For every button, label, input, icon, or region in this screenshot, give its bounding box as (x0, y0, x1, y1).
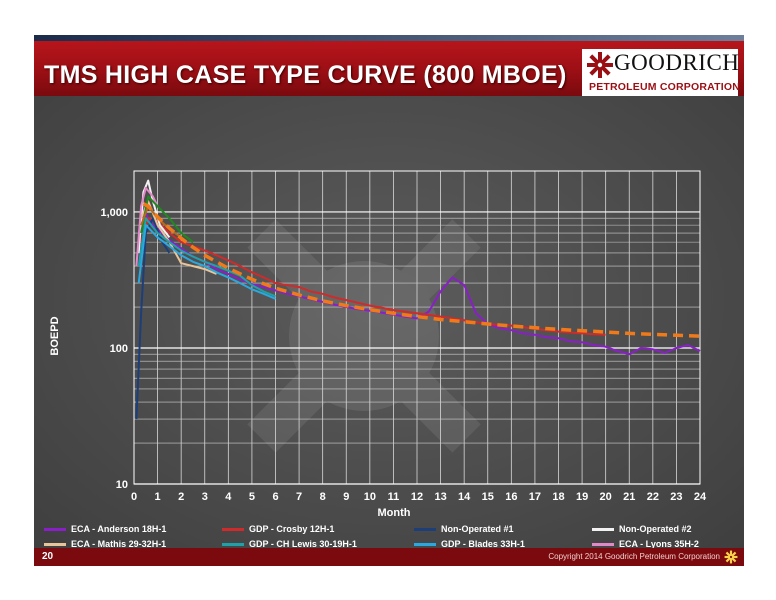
legend-swatch (414, 542, 436, 546)
legend-label: GDP - Crosby 12H-1 (249, 524, 335, 534)
top-accent-bar (34, 35, 744, 41)
series-line (135, 217, 171, 420)
x-tick-label: 15 (482, 491, 494, 503)
legend-swatch (44, 527, 66, 531)
x-tick-label: 0 (131, 491, 137, 503)
legend-swatch (414, 527, 436, 531)
footer-gear-icon (724, 550, 738, 564)
series-line (140, 195, 194, 243)
logo-name-top: GOODRICH (614, 50, 740, 75)
title-bar: TMS HIGH CASE TYPE CURVE (800 MBOE) GOOD… (34, 41, 744, 97)
chart-panel: 0 1 2 3 4 5 6 7 8 9 10 11 12 13 14 15 16 17 18 19 20 21 22 23 24… (34, 96, 744, 564)
x-tick-label: 13 (434, 491, 446, 503)
y-axis-title: BOEPD (49, 316, 61, 355)
series-line (137, 217, 276, 298)
legend-swatch (592, 527, 614, 531)
x-tick-label: 10 (364, 491, 376, 503)
legend-label: Non-Operated #2 (619, 524, 692, 534)
series-line (135, 187, 159, 267)
legend-swatch (592, 542, 614, 546)
x-tick-label: 16 (505, 491, 517, 503)
chart: 0 1 2 3 4 5 6 7 8 9 10 11 12 13 14 15 16 17 18 19 20 21 22 23 24… (49, 170, 707, 516)
slide: TMS HIGH CASE TYPE CURVE (800 MBOE) GOOD… (34, 35, 744, 566)
legend-item: ECA - Mathis 29-32H-1 (44, 537, 166, 551)
x-tick-label: 19 (576, 491, 588, 503)
copyright-text: Copyright 2014 Goodrich Petroleum Corpor… (548, 552, 720, 561)
slide-title: TMS HIGH CASE TYPE CURVE (800 MBOE) (44, 61, 567, 89)
x-tick-label: 8 (320, 491, 326, 503)
x-tick-label: 23 (670, 491, 682, 503)
x-tick-label: 24 (694, 491, 707, 503)
x-tick-label: 17 (529, 491, 541, 503)
x-tick-label: 12 (411, 491, 423, 503)
x-tick-label: 5 (249, 491, 255, 503)
x-tick-label: 4 (225, 491, 232, 503)
legend-item: Non-Operated #2 (592, 522, 692, 536)
chart-grid (133, 170, 701, 485)
x-tick-label: 3 (202, 491, 208, 503)
legend-item: GDP - CH Lewis 30-19H-1 (222, 537, 357, 551)
legend-item: GDP - Blades 33H-1 (414, 537, 525, 551)
x-tick-label: 9 (343, 491, 349, 503)
logo-gear-icon (587, 52, 613, 78)
company-logo: GOODRICH PETROLEUM CORPORATION (582, 49, 741, 97)
series-line (137, 224, 276, 300)
x-tick-label: 20 (600, 491, 612, 503)
x-tick-label: 2 (178, 491, 184, 503)
series-line (140, 200, 217, 275)
x-tick-label: 6 (272, 491, 278, 503)
y-tick-label: 1,000 (100, 207, 128, 219)
x-tick-label: 11 (388, 491, 400, 503)
chart-series-layer (135, 179, 701, 420)
legend-item: GDP - Crosby 12H-1 (222, 522, 334, 536)
legend-swatch (222, 527, 244, 531)
logo-name-bottom: PETROLEUM CORPORATION (589, 81, 741, 93)
x-tick-label: 18 (552, 491, 564, 503)
legend-item: ECA - Lyons 35H-2 (592, 537, 699, 551)
watermark-gear-icon (247, 219, 481, 453)
chart-tick-layer: 0 1 2 3 4 5 6 7 8 9 10 11 12 13 14 15 16 17 18 19 20 21 22 23 24… (100, 207, 707, 503)
legend-item: Non-Operated #1 (414, 522, 514, 536)
legend-label: GDP - Blades 33H-1 (441, 539, 525, 549)
legend-label: Non-Operated #1 (441, 524, 514, 534)
y-tick-label: 100 (110, 343, 128, 355)
page-number: 20 (42, 551, 54, 562)
legend-swatch (44, 542, 66, 546)
legend-label: ECA - Mathis 29-32H-1 (71, 539, 167, 549)
footer-bar: 20 Copyright 2014 Goodrich Petroleum Cor… (34, 548, 744, 566)
x-tick-label: 1 (155, 491, 161, 503)
x-axis-title: Month (378, 507, 411, 516)
x-tick-label: 14 (458, 491, 471, 503)
x-tick-label: 22 (647, 491, 659, 503)
legend-item: ECA - Anderson 18H-1 (44, 522, 166, 536)
legend-swatch (222, 542, 244, 546)
x-tick-label: 7 (296, 491, 302, 503)
series-line (140, 217, 606, 336)
x-tick-label: 21 (623, 491, 635, 503)
legend-label: GDP - CH Lewis 30-19H-1 (249, 539, 357, 549)
plot-area-border (133, 170, 701, 485)
legend-label: ECA - Anderson 18H-1 (71, 524, 167, 534)
series-line (142, 202, 701, 338)
legend-label: ECA - Lyons 35H-2 (619, 539, 699, 549)
y-tick-label: 10 (116, 479, 128, 491)
